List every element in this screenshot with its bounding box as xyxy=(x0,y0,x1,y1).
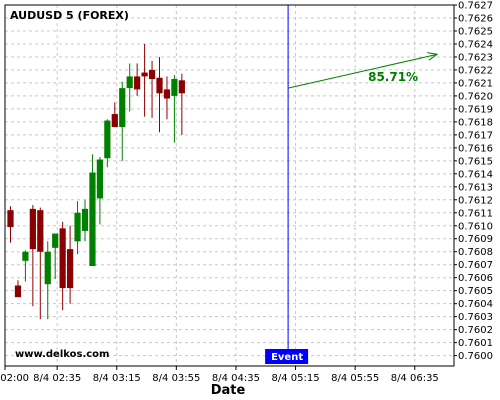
candle-bull xyxy=(89,172,96,267)
y-tick-label: 0.7602 xyxy=(458,325,493,336)
y-tick-label: 0.7619 xyxy=(458,104,493,115)
candle-bear xyxy=(7,210,14,228)
y-tick-label: 0.7605 xyxy=(458,286,493,297)
x-tick-label: 8/4 05:55 xyxy=(331,373,379,384)
y-tick-label: 0.7613 xyxy=(458,182,493,193)
y-tick-label: 0.7614 xyxy=(458,169,493,180)
candle-bear xyxy=(134,76,141,90)
y-tick-label: 0.7625 xyxy=(458,26,493,37)
y-tick-label: 0.7624 xyxy=(458,39,493,50)
x-tick-label: 8/4 04:35 xyxy=(212,373,260,384)
candle-bull xyxy=(44,251,51,285)
y-tick-label: 0.7611 xyxy=(458,208,493,219)
y-tick-label: 0.7601 xyxy=(458,338,493,349)
y-tick-label: 0.7612 xyxy=(458,195,493,206)
projection-percentage: 85.71% xyxy=(368,70,418,84)
candle-bull xyxy=(52,233,59,248)
candle-bear xyxy=(148,69,156,80)
y-tick-label: 0.7600 xyxy=(458,351,493,362)
candle-bear xyxy=(163,89,171,99)
y-tick-label: 0.7617 xyxy=(458,130,493,141)
y-tick-label: 0.7620 xyxy=(458,91,493,102)
event-overlay: Event 85.71% xyxy=(265,5,439,364)
y-tick-label: 0.7603 xyxy=(458,312,493,323)
chart-title: AUDUSD 5 (FOREX) xyxy=(10,9,129,22)
x-tick-label: 8/4 03:55 xyxy=(152,373,200,384)
plot-border xyxy=(4,4,455,367)
x-axis-label: Date xyxy=(211,383,246,398)
y-tick-label: 0.7621 xyxy=(458,78,493,89)
y-tick-label: 0.7618 xyxy=(458,117,493,128)
x-tick-label: 8/4 03:15 xyxy=(93,373,141,384)
candle-bear xyxy=(37,210,44,252)
candle-bull xyxy=(74,212,81,242)
grid-lines xyxy=(4,4,454,366)
y-tick-label: 0.7608 xyxy=(458,247,493,258)
y-tick-label: 0.7623 xyxy=(458,52,493,63)
candle-bull xyxy=(171,79,178,96)
candle-bear xyxy=(29,208,36,250)
candle-bear xyxy=(141,72,148,77)
candle-bull xyxy=(96,159,103,199)
candle-bull xyxy=(81,208,89,231)
event-label: Event xyxy=(271,352,303,363)
y-tick-label: 0.7615 xyxy=(458,156,493,167)
candle-bull xyxy=(119,88,126,128)
candle-bear xyxy=(14,285,22,298)
x-tick-label: 8/4 02:35 xyxy=(33,373,81,384)
candle-bear xyxy=(67,249,74,289)
candle-bear xyxy=(111,114,118,128)
candle-bull xyxy=(126,76,133,89)
candle-series xyxy=(7,43,185,320)
y-tick-label: 0.7616 xyxy=(458,143,493,154)
x-tick-label: 8/4 06:35 xyxy=(391,373,439,384)
candle-bear xyxy=(178,80,185,94)
y-tick-label: 0.7622 xyxy=(458,65,493,76)
y-tick-label: 0.7606 xyxy=(458,273,493,284)
y-tick-label: 0.7627 xyxy=(458,1,493,12)
y-tick-label: 0.7610 xyxy=(458,221,493,232)
y-tick-label: 0.7607 xyxy=(458,260,493,271)
candle-bear xyxy=(156,77,163,94)
y-tick-label: 0.7609 xyxy=(458,234,493,245)
y-tick-label: 0.7626 xyxy=(458,13,493,24)
x-tick-label: 8/4 02:00 xyxy=(0,373,29,384)
y-tick-label: 0.7604 xyxy=(458,299,493,310)
candle-bear xyxy=(59,228,66,289)
candle-bull xyxy=(104,120,111,159)
projection-arrow-head xyxy=(427,52,439,61)
event-badge xyxy=(265,349,309,364)
candle-bull xyxy=(22,251,29,261)
x-axis: 8/4 02:00 8/4 02:35 8/4 03:15 8/4 03:55 8/4 … xyxy=(0,366,439,384)
projection-arrow-line xyxy=(287,53,438,89)
x-tick-label: 8/4 05:15 xyxy=(272,373,320,384)
watermark: www.delkos.com xyxy=(15,349,109,360)
